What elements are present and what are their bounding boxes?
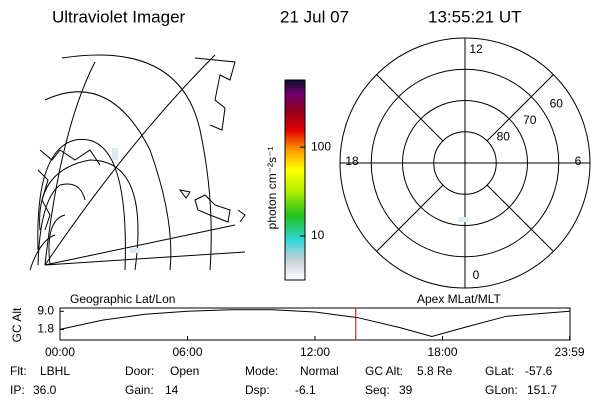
- alt-curve: [59, 309, 570, 337]
- x-tick-label: 06:00: [172, 345, 202, 359]
- field-value: 36.0: [33, 383, 57, 397]
- mlt-label: 18: [345, 154, 359, 168]
- field-label: Gain:: [125, 383, 154, 397]
- y-tick-label: 9.0: [37, 303, 54, 317]
- lat-label: 60: [550, 96, 564, 110]
- field-value: 14: [165, 383, 179, 397]
- date: 21 Jul 07: [280, 7, 349, 26]
- field-value: Open: [170, 364, 199, 378]
- field-value: 39: [399, 383, 413, 397]
- field-label: GLat:: [485, 364, 514, 378]
- field-label: GC Alt:: [365, 364, 403, 378]
- field-value: 151.7: [527, 383, 557, 397]
- field-label: Seq:: [365, 383, 390, 397]
- field-value: Normal: [300, 364, 339, 378]
- lat-label: 70: [523, 113, 537, 127]
- lat-ring: [433, 131, 497, 195]
- field-label: Flt:: [10, 364, 27, 378]
- field-label: Door:: [125, 364, 154, 378]
- faint-glow: [130, 248, 140, 253]
- field-label: Dsp:: [245, 383, 270, 397]
- field-value: -57.6: [525, 364, 553, 378]
- lat-label: 80: [497, 129, 511, 143]
- mlt-label: 6: [575, 154, 582, 168]
- colorbar: [284, 79, 306, 281]
- y-tick-label: 1.8: [37, 322, 54, 336]
- polar-spoke: [376, 74, 444, 142]
- field-label: IP:: [10, 383, 25, 397]
- x-tick-label: 12:00: [300, 345, 330, 359]
- mlt-label: 0: [473, 268, 480, 282]
- lat-ring: [402, 100, 528, 226]
- mlt-label: 12: [469, 42, 483, 56]
- faint-glow: [458, 217, 468, 222]
- polar-spoke: [486, 74, 554, 142]
- title: Ultraviolet Imager: [52, 7, 186, 26]
- colorbar-label: photon cm⁻²s⁻¹: [265, 147, 279, 230]
- polar-label: Apex MLat/MLT: [417, 292, 501, 306]
- field-label: Mode:: [245, 364, 278, 378]
- field-value: -6.1: [295, 383, 316, 397]
- time: 13:55:21 UT: [428, 7, 522, 26]
- colorbar-tick-label: 100: [311, 139, 331, 153]
- x-tick-label: 18:00: [427, 345, 457, 359]
- x-tick-label: 23:59: [555, 345, 585, 359]
- field-value: 5.8 Re: [417, 364, 453, 378]
- field-label: GLon:: [485, 383, 518, 397]
- polar-spoke: [376, 184, 444, 252]
- map-label: Geographic Lat/Lon: [70, 292, 175, 306]
- faint-glow: [112, 148, 118, 160]
- geo-map: [29, 54, 246, 271]
- field-value: LBHL: [40, 364, 70, 378]
- x-tick-label: 00:00: [45, 345, 75, 359]
- polar-spoke: [486, 184, 554, 252]
- alt-label: GC Alt: [10, 307, 24, 342]
- colorbar-tick-label: 10: [311, 228, 325, 242]
- lat-ring: [370, 68, 560, 258]
